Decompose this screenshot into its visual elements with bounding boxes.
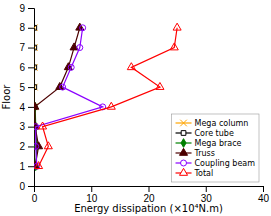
legend-marker — [181, 160, 187, 166]
tick: 9 — [19, 3, 34, 14]
tick: 3 — [19, 121, 34, 132]
point — [34, 122, 39, 129]
marks — [34, 23, 181, 170]
point — [34, 65, 37, 70]
x-axis: 0 10 20 30 40 — [32, 186, 270, 204]
tick-label: 8 — [19, 22, 25, 33]
legend-marker — [180, 120, 187, 127]
plot: 0 10 20 30 40 0 1 2 3 4 5 6 7 8 9 Mega columnCore tubeM… — [19, 3, 269, 204]
series-line — [36, 28, 103, 166]
point — [156, 82, 164, 89]
point — [170, 43, 178, 50]
tick-mark — [28, 107, 34, 108]
tick-mark — [28, 87, 34, 88]
tick: 40 — [258, 186, 270, 204]
series-line — [35, 28, 80, 166]
y-axis-title: Floor — [1, 84, 12, 110]
legend: Mega columnCore tubeMega braceTrussCoupl… — [172, 114, 259, 182]
tick: 5 — [19, 82, 34, 93]
legend-marker — [180, 148, 188, 155]
legend-label: Truss — [194, 149, 215, 158]
y-axis: 0 1 2 3 4 5 6 7 8 9 — [19, 3, 34, 192]
tick-label: 9 — [19, 3, 25, 14]
point — [34, 25, 37, 30]
tick: 7 — [19, 42, 34, 53]
point — [34, 124, 39, 130]
x-axis-title: Energy dissipation (×10⁴N.m) — [74, 203, 223, 214]
point — [68, 64, 74, 70]
legend-label: Coupling beam — [195, 159, 256, 168]
point — [173, 23, 181, 30]
point — [35, 162, 43, 169]
axis-line — [28, 9, 35, 187]
legend-label: Mega brace — [195, 139, 242, 148]
tick-label: 0 — [32, 193, 38, 204]
axis-line — [35, 187, 264, 193]
tick-mark — [28, 67, 34, 68]
point — [34, 85, 37, 90]
tick-mark — [91, 186, 92, 192]
tick: 6 — [19, 62, 34, 73]
tick-mark — [28, 166, 34, 167]
tick-mark — [28, 48, 34, 49]
tick: 10 — [86, 186, 98, 204]
tick-label: 40 — [258, 193, 270, 204]
point — [44, 142, 52, 149]
tick-label: 4 — [19, 102, 25, 113]
tick-mark — [28, 127, 34, 128]
point — [77, 45, 83, 51]
legend-marker — [181, 139, 186, 148]
tick-mark — [149, 186, 150, 192]
tick-label: 7 — [19, 42, 25, 53]
tick: 30 — [201, 186, 213, 204]
point — [34, 143, 39, 149]
chart: 0 10 20 30 40 0 1 2 3 4 5 6 7 8 9 Mega columnCore tubeM… — [0, 0, 271, 216]
series — [34, 25, 106, 169]
point — [60, 84, 66, 90]
tick: 1 — [19, 161, 34, 172]
tick-mark — [28, 28, 34, 29]
point — [39, 122, 47, 129]
series-line — [39, 28, 178, 166]
tick: 0 — [32, 186, 38, 204]
legend-label: Total — [194, 169, 214, 178]
point — [107, 102, 115, 109]
tick-mark — [28, 146, 34, 147]
point — [34, 24, 38, 31]
tick-label: 6 — [19, 62, 25, 73]
legend-marker — [181, 131, 186, 136]
legend-frame — [172, 114, 259, 182]
point — [34, 102, 39, 109]
point — [80, 25, 86, 31]
legend-marker — [180, 168, 188, 175]
tick-label: 2 — [19, 141, 25, 152]
tick: 0 — [19, 181, 34, 192]
point — [127, 63, 135, 70]
tick: 20 — [143, 186, 155, 204]
series — [35, 23, 182, 168]
tick-label: 1 — [19, 161, 25, 172]
tick-mark — [263, 186, 264, 192]
tick-mark — [206, 186, 207, 192]
tick-label: 3 — [19, 121, 25, 132]
point — [34, 45, 37, 50]
tick-mark — [28, 8, 34, 9]
tick: 2 — [19, 141, 34, 152]
legend-label: Core tube — [195, 129, 234, 138]
legend-label: Mega column — [195, 119, 249, 128]
series — [34, 23, 84, 168]
tick-mark — [28, 186, 34, 187]
tick-label: 0 — [19, 181, 25, 192]
tick: 8 — [19, 22, 34, 33]
tick: 4 — [19, 102, 34, 113]
tick-label: 5 — [19, 82, 25, 93]
